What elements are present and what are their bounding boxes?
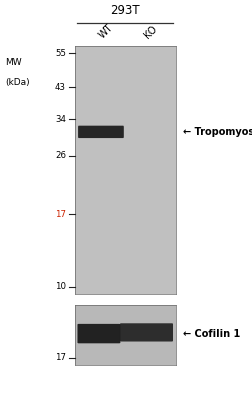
- Text: 10: 10: [55, 282, 66, 292]
- FancyBboxPatch shape: [78, 126, 123, 138]
- Text: 17: 17: [55, 353, 66, 362]
- Text: WT: WT: [97, 22, 114, 40]
- FancyBboxPatch shape: [119, 323, 172, 342]
- Text: 43: 43: [55, 82, 66, 92]
- Text: 26: 26: [55, 152, 66, 160]
- Text: MW: MW: [5, 58, 22, 68]
- Text: 55: 55: [55, 49, 66, 58]
- Text: 34: 34: [55, 115, 66, 124]
- Text: (kDa): (kDa): [5, 78, 29, 87]
- FancyBboxPatch shape: [77, 324, 120, 343]
- Text: 17: 17: [55, 210, 66, 219]
- Text: 293T: 293T: [110, 4, 140, 17]
- Text: ← Tropomyosin 3: ← Tropomyosin 3: [183, 127, 252, 137]
- Text: ← Cofilin 1: ← Cofilin 1: [183, 329, 240, 338]
- Text: KO: KO: [142, 23, 159, 40]
